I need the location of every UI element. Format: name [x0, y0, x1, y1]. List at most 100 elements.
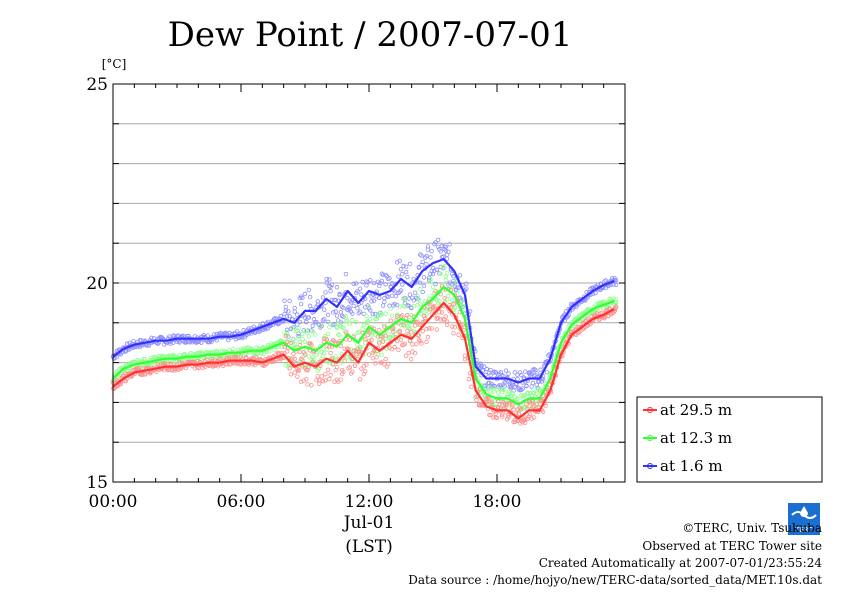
- axis-ticks: 15 20 25 00:00 06:00 12:00 18:00: [86, 75, 626, 512]
- scatter-point: [407, 261, 413, 267]
- scatter-point: [288, 340, 294, 346]
- scatter-point: [434, 327, 440, 332]
- scatter-point: [341, 369, 346, 375]
- scatter-point: [142, 372, 148, 377]
- y-tick-label: 15: [86, 473, 108, 493]
- scatter-point: [298, 379, 304, 385]
- y-tick-label: 25: [86, 75, 108, 95]
- scatter-point: [522, 392, 528, 398]
- scatter-point: [328, 350, 333, 356]
- scatter-point: [304, 328, 309, 334]
- scatter-point: [439, 243, 445, 249]
- scatter-point: [366, 304, 372, 309]
- scatter-point: [334, 364, 340, 370]
- scatter-point: [284, 314, 290, 319]
- scatter-point: [309, 383, 314, 388]
- scatter-point: [318, 323, 323, 329]
- scatter-point: [444, 322, 450, 327]
- scatter-point: [439, 282, 445, 288]
- scatter-point: [346, 305, 351, 310]
- scatter-point: [350, 369, 355, 375]
- scatter-point: [451, 331, 456, 336]
- scatter-point: [322, 336, 327, 341]
- scatter-point: [443, 248, 448, 253]
- scatter-point: [306, 364, 312, 370]
- scatter-point: [371, 298, 377, 303]
- scatter-point: [401, 322, 406, 328]
- chart-title: Dew Point / 2007-07-01: [168, 15, 573, 55]
- scatter-point: [484, 399, 489, 405]
- scatter-point: [416, 333, 422, 338]
- scatter-point: [328, 372, 333, 378]
- scatter-point: [295, 322, 300, 327]
- scatter-point: [522, 417, 528, 423]
- scatter-point: [301, 350, 306, 355]
- scatter-point: [407, 338, 413, 344]
- scatter-point: [304, 319, 309, 325]
- scatter-point: [174, 339, 180, 344]
- scatter-point: [370, 355, 376, 361]
- scatter-point: [240, 335, 245, 341]
- scatter-point: [442, 296, 447, 301]
- scatter-point: [362, 336, 368, 342]
- scatter-point: [602, 316, 607, 321]
- scatter-point: [314, 320, 319, 325]
- scatter-point: [377, 327, 382, 333]
- scatter-point: [434, 267, 440, 272]
- y-tick-label: 20: [86, 274, 108, 294]
- scatter-point: [288, 372, 294, 377]
- scatter-point: [515, 376, 520, 382]
- scatter-point: [377, 341, 382, 346]
- scatter-point: [386, 294, 391, 300]
- scatter-point: [382, 295, 387, 301]
- scatter-point: [309, 342, 314, 348]
- scatter-point: [429, 326, 434, 331]
- scatter-point: [284, 327, 290, 333]
- scatter-point: [298, 301, 304, 307]
- scatter-point: [433, 240, 438, 245]
- scatter-point: [146, 343, 152, 348]
- scatter-point: [377, 295, 382, 301]
- scatter-point: [406, 296, 411, 301]
- scatter-point: [391, 329, 396, 335]
- scatter-point: [343, 330, 349, 335]
- scatter-point: [351, 348, 356, 354]
- scatter-point: [539, 398, 544, 403]
- scatter-point: [383, 356, 388, 362]
- scatter-point: [424, 262, 429, 267]
- scatter-point: [437, 299, 442, 304]
- scatter-point: [517, 370, 523, 375]
- scatter-point: [368, 308, 373, 313]
- scatter-point: [400, 313, 405, 318]
- scatter-point: [474, 397, 479, 403]
- scatter-point: [456, 285, 461, 290]
- scatter-point: [369, 337, 374, 343]
- scatter-point: [167, 334, 172, 339]
- scatter-point: [306, 315, 312, 320]
- scatter-point: [412, 290, 418, 295]
- x-axis-label: (LST): [345, 537, 393, 557]
- scatter-point: [466, 376, 472, 382]
- scatter-point: [284, 330, 290, 335]
- scatter-point: [365, 332, 370, 338]
- scatter-point: [438, 264, 443, 270]
- scatter-point: [515, 397, 520, 402]
- scatter-point: [457, 273, 463, 278]
- scatter-point: [370, 350, 376, 356]
- scatter-point: [432, 303, 437, 309]
- scatter-point: [333, 309, 338, 314]
- scatter-point: [209, 356, 214, 362]
- scatter-point: [287, 366, 292, 371]
- scatter-point: [379, 352, 384, 358]
- scatter-point: [297, 319, 303, 325]
- scatter-point: [412, 323, 418, 328]
- scatter-point: [420, 319, 425, 325]
- scatter-point: [482, 364, 487, 369]
- scatter-point: [537, 379, 542, 384]
- scatter-point: [347, 337, 352, 343]
- x-tick-label: 00:00: [89, 492, 138, 512]
- scatter-point: [355, 289, 360, 294]
- scatter-point: [410, 325, 415, 331]
- scatter-point: [452, 325, 457, 330]
- scatter-point: [499, 414, 505, 419]
